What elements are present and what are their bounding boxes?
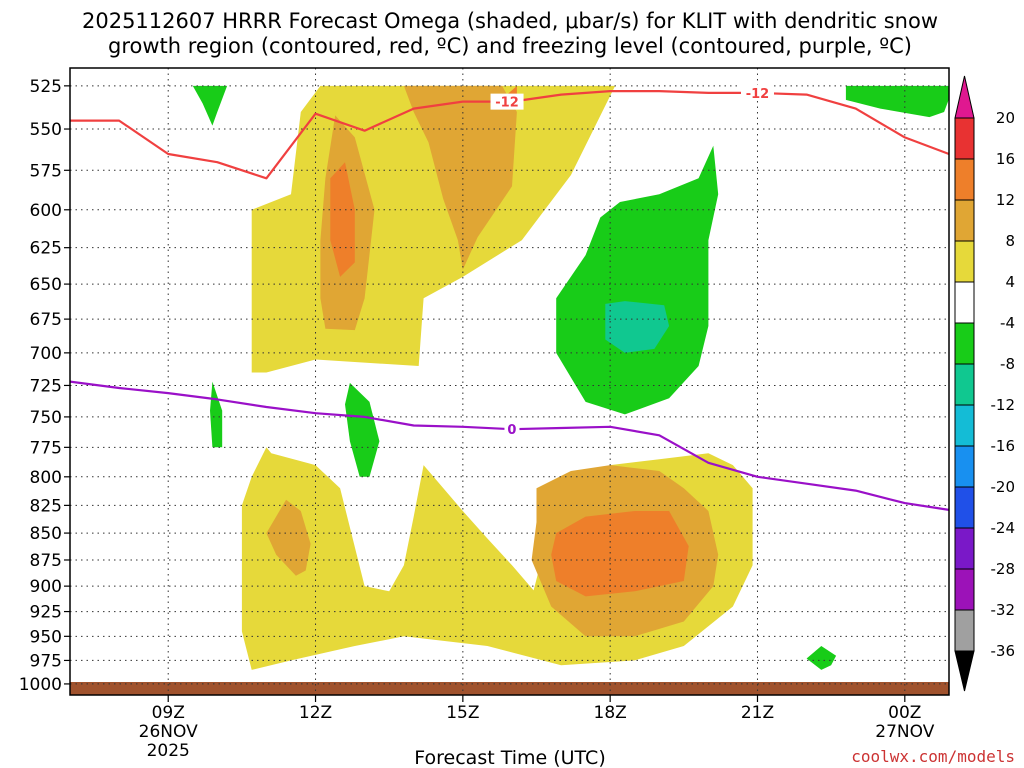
colorbar-swatch bbox=[954, 281, 975, 324]
x-tick-date: 26NOV bbox=[139, 722, 198, 742]
omega-region-11 bbox=[845, 85, 949, 118]
y-tick-label: 650 bbox=[30, 275, 62, 295]
omega-shading bbox=[192, 85, 949, 670]
colorbar-label: -32 bbox=[991, 601, 1016, 619]
y-tick-label: 775 bbox=[30, 438, 62, 458]
x-tick-label: 18Z bbox=[594, 703, 627, 723]
x-tick-date: 27NOV bbox=[875, 722, 934, 742]
y-tick-label: 550 bbox=[30, 120, 62, 140]
colorbar-label: -8 bbox=[1000, 355, 1015, 373]
colorbar-swatch bbox=[954, 404, 975, 447]
y-tick-label: 925 bbox=[30, 603, 62, 623]
x-tick-label: 09Z bbox=[152, 703, 185, 723]
colorbar-label: -28 bbox=[991, 560, 1016, 578]
grid-lines bbox=[70, 68, 949, 695]
colorbar-label: -4 bbox=[1000, 314, 1015, 332]
colorbar-swatch bbox=[954, 568, 975, 611]
colorbar-label: 16 bbox=[996, 150, 1015, 168]
colorbar-swatch bbox=[954, 363, 975, 406]
y-tick-label: 625 bbox=[30, 239, 62, 259]
colorbar-swatch bbox=[954, 445, 975, 488]
y-tick-label: 900 bbox=[30, 577, 62, 597]
y-tick-label: 525 bbox=[30, 77, 62, 97]
y-tick-label: 825 bbox=[30, 496, 62, 516]
y-tick-label: 800 bbox=[30, 468, 62, 488]
x-tick-label: 21Z bbox=[741, 703, 774, 723]
credit-text: coolwx.com/models bbox=[851, 747, 1015, 766]
y-tick-label: 725 bbox=[30, 376, 62, 396]
omega-region-9 bbox=[556, 145, 719, 415]
x-tick-label: 00Z bbox=[888, 703, 921, 723]
x-tick-label: 12Z bbox=[299, 703, 332, 723]
colorbar-swatch bbox=[954, 609, 975, 652]
colorbar-swatch bbox=[954, 240, 975, 283]
contour-label-bg bbox=[490, 93, 524, 110]
colorbar-label: -24 bbox=[991, 519, 1016, 537]
colorbar-swatch bbox=[954, 527, 975, 570]
contour-label-bg bbox=[504, 421, 520, 438]
contour-line-1 bbox=[70, 380, 949, 511]
contour-label: -12 bbox=[746, 87, 770, 102]
colorbar-label: -12 bbox=[991, 396, 1016, 414]
omega-region-5 bbox=[266, 499, 311, 576]
ground-terrain bbox=[70, 682, 949, 695]
y-tick-label: 575 bbox=[30, 161, 62, 181]
y-tick-label: 600 bbox=[30, 201, 62, 221]
x-tick-year: 2025 bbox=[147, 741, 190, 761]
y-tick-label: 950 bbox=[30, 627, 62, 647]
colorbar-label: -36 bbox=[991, 642, 1016, 660]
omega-region-13 bbox=[210, 381, 223, 448]
y-tick-label: 750 bbox=[30, 408, 62, 428]
y-tick-label: 1000 bbox=[19, 675, 62, 695]
chart-title-line1: 2025112607 HRRR Forecast Omega (shaded, … bbox=[82, 9, 938, 33]
omega-region-14 bbox=[806, 646, 837, 670]
colorbar-label: 8 bbox=[1005, 232, 1015, 250]
omega-region-2 bbox=[403, 85, 517, 270]
plot-frame bbox=[69, 67, 950, 696]
x-axis-label: Forecast Time (UTC) bbox=[414, 747, 605, 768]
y-tick-label: 700 bbox=[30, 344, 62, 364]
colorbar-top-arrow bbox=[954, 75, 975, 119]
omega-region-7 bbox=[551, 511, 689, 597]
contour-lines: -12 -12 0 bbox=[70, 84, 949, 511]
y-tick-label: 875 bbox=[30, 551, 62, 571]
x-tick-label: 15Z bbox=[446, 703, 479, 723]
colorbar-label: 12 bbox=[996, 191, 1015, 209]
contour-label-bg bbox=[740, 84, 774, 101]
colorbar-swatch bbox=[954, 158, 975, 201]
contour-label: -12 bbox=[495, 96, 519, 111]
colorbar-swatch bbox=[954, 117, 975, 160]
y-tick-label: 850 bbox=[30, 524, 62, 544]
omega-region-15 bbox=[605, 301, 670, 353]
omega-region-10 bbox=[192, 85, 228, 126]
colorbar-swatch bbox=[954, 486, 975, 529]
colorbar-swatch bbox=[954, 322, 975, 365]
y-tick-label: 975 bbox=[30, 651, 62, 671]
omega-region-12 bbox=[345, 382, 380, 477]
y-axis-ticks: 525 550 575 600 625 650 675 700 725 750 775 800 825 8… bbox=[19, 77, 70, 695]
colorbar-swatch bbox=[954, 199, 975, 242]
omega-region-6 bbox=[330, 162, 355, 277]
colorbar-label: -20 bbox=[991, 478, 1016, 496]
colorbar-label: 20 bbox=[996, 109, 1015, 127]
colorbar-label: -16 bbox=[991, 437, 1016, 455]
y-tick-label: 675 bbox=[30, 310, 62, 330]
colorbar-label: 4 bbox=[1005, 273, 1015, 291]
contour-label: 0 bbox=[507, 423, 516, 438]
colorbar-bottom-arrow bbox=[954, 650, 975, 692]
colorbar: 20 16 12 8 4 -4 -8 -12 -16 -20 -24 -28 -32 -36 bbox=[954, 75, 1016, 692]
chart-title-line2: growth region (contoured, red, ºC) and f… bbox=[108, 34, 912, 58]
